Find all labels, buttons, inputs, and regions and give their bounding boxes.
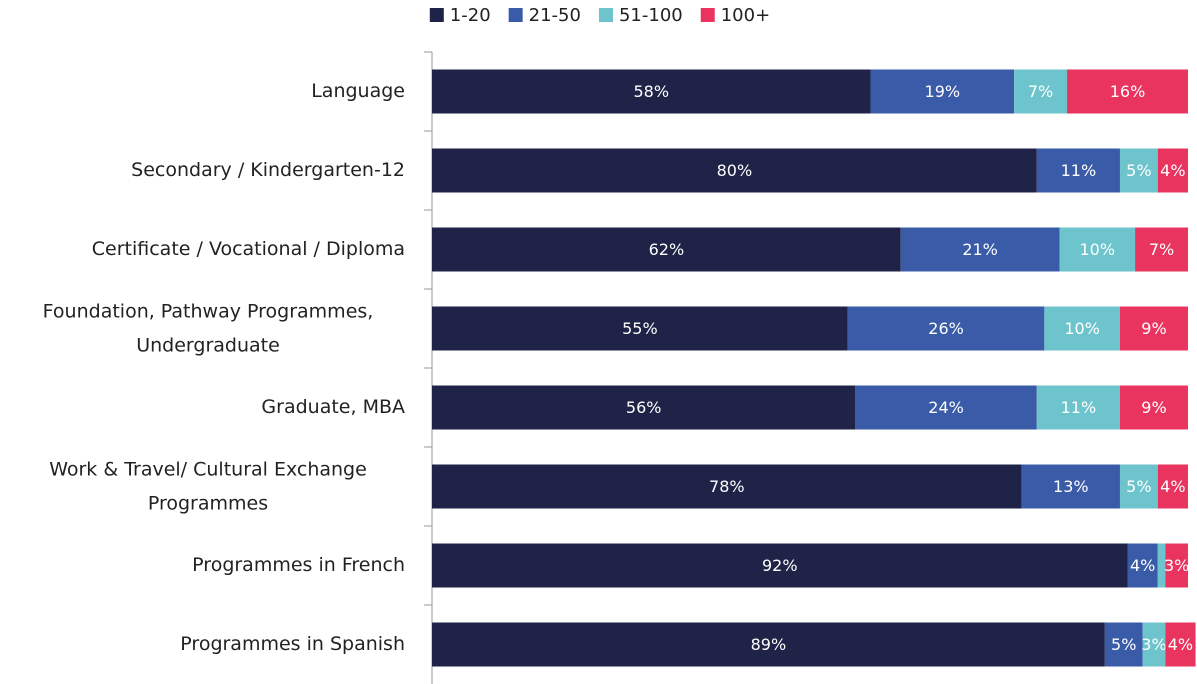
- data-label: 4%: [1130, 556, 1155, 575]
- data-label: 92%: [762, 556, 798, 575]
- data-label: 10%: [1064, 319, 1100, 338]
- bar-segment: [1067, 69, 1188, 114]
- bar-segment: [1165, 543, 1188, 588]
- category-label: Programmes in Spanish: [180, 633, 405, 655]
- bar-segment: [432, 385, 856, 430]
- bar-segment: [1104, 622, 1143, 667]
- data-label: 4%: [1160, 477, 1185, 496]
- data-label: 62%: [649, 240, 685, 259]
- category-label: Secondary / Kindergarten-12: [131, 159, 405, 181]
- data-label: 10%: [1079, 240, 1115, 259]
- category-label: Foundation, Pathway Programmes, Undergrad…: [43, 300, 374, 356]
- bar-segment: [1021, 464, 1120, 509]
- data-label: 56%: [626, 398, 662, 417]
- bar-segment: [1119, 464, 1158, 509]
- data-label: 16%: [1110, 82, 1146, 101]
- bar-segment: [432, 543, 1128, 588]
- category-label: Certificate / Vocational / Diploma: [92, 238, 405, 260]
- data-label: 24%: [928, 398, 964, 417]
- legend-label: 1-20: [450, 5, 491, 26]
- legend-label: 51-100: [619, 5, 683, 26]
- legend-swatch: [598, 8, 613, 22]
- data-label: 11%: [1061, 398, 1097, 417]
- data-label: 9%: [1141, 398, 1166, 417]
- bar-segment: [1036, 385, 1120, 430]
- legend-swatch: [508, 8, 523, 22]
- data-label: 9%: [1141, 319, 1166, 338]
- data-label: 78%: [709, 477, 745, 496]
- data-label: 3%: [1141, 635, 1166, 654]
- legend-swatch: [429, 8, 444, 22]
- data-label: 19%: [925, 82, 961, 101]
- bar-segment: [1157, 464, 1188, 509]
- data-label: 3%: [1164, 556, 1189, 575]
- data-label: 21%: [962, 240, 998, 259]
- data-label: 11%: [1061, 161, 1097, 180]
- data-label: 89%: [751, 635, 787, 654]
- data-label: 5%: [1111, 635, 1136, 654]
- bar-segment: [1059, 227, 1136, 272]
- bar-segment: [855, 385, 1037, 430]
- legend-item: 51-100: [598, 5, 683, 26]
- data-label: 4%: [1168, 635, 1193, 654]
- bar-segment: [1127, 543, 1158, 588]
- bar-segment: [432, 306, 848, 351]
- data-label: 7%: [1149, 240, 1174, 259]
- legend-item: 1-20: [429, 5, 491, 26]
- bar-segment: [1165, 622, 1196, 667]
- data-label: 26%: [928, 319, 964, 338]
- legend-swatch: [700, 8, 715, 22]
- bar-segment: [432, 227, 901, 272]
- bar-segment: [432, 464, 1022, 509]
- legend-item: 100+: [700, 5, 770, 26]
- legend-label: 21-50: [529, 5, 581, 26]
- data-label: 13%: [1053, 477, 1089, 496]
- bar-segment: [900, 227, 1060, 272]
- bar-segment: [432, 622, 1105, 667]
- category-label: Work & Travel/ Cultural Exchange Programm…: [49, 458, 367, 514]
- bar-segment: [1014, 69, 1068, 114]
- bar-segment: [432, 148, 1037, 193]
- data-label: 5%: [1126, 161, 1151, 180]
- data-label: 80%: [717, 161, 753, 180]
- bar-segment: [870, 69, 1015, 114]
- bar-segment: [1119, 148, 1158, 193]
- bar-segment: [1135, 227, 1188, 272]
- category-label: Graduate, MBA: [261, 396, 405, 418]
- legend-label: 100+: [721, 5, 770, 26]
- bar-segment: [1044, 306, 1120, 351]
- legend-item: 21-50: [508, 5, 581, 26]
- bar-segment: [1036, 148, 1120, 193]
- data-label: 4%: [1160, 161, 1185, 180]
- bar-segment: [1119, 385, 1188, 430]
- category-label: Language: [311, 80, 405, 102]
- data-label: 58%: [633, 82, 669, 101]
- bar-segment: [1142, 622, 1166, 667]
- bar-segment: [1119, 306, 1188, 351]
- bar-segment: [1157, 543, 1166, 588]
- bar-segment: [1157, 148, 1188, 193]
- data-label: 55%: [622, 319, 658, 338]
- data-label: 7%: [1028, 82, 1053, 101]
- bar-segment: [847, 306, 1045, 351]
- category-label: Programmes in French: [192, 554, 405, 576]
- bar-segment: [432, 69, 871, 114]
- data-label: 5%: [1126, 477, 1151, 496]
